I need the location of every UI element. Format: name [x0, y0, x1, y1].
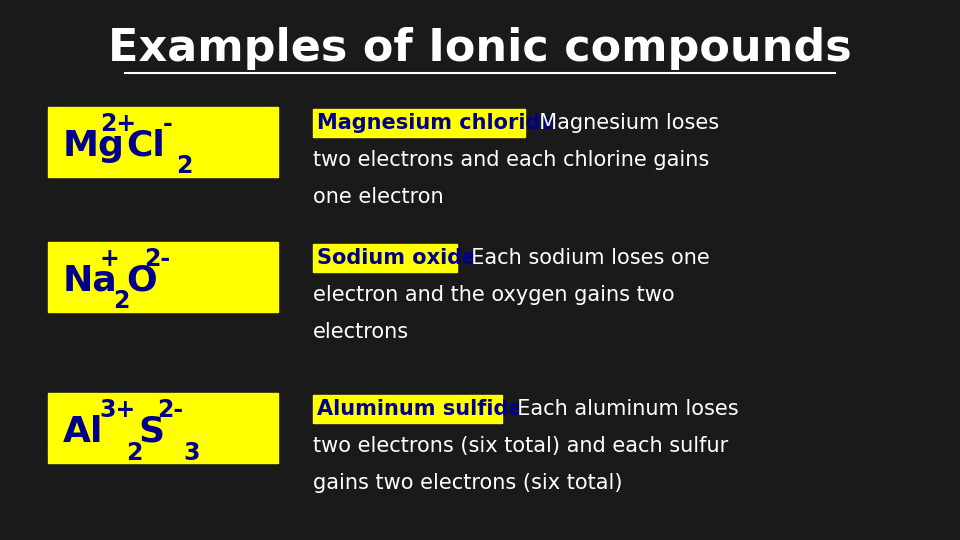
Text: Magnesium loses: Magnesium loses [526, 113, 720, 133]
Text: -: - [163, 112, 173, 136]
Text: Cl: Cl [126, 129, 164, 163]
Text: 2: 2 [126, 441, 142, 464]
Text: Al: Al [62, 415, 103, 449]
Text: one electron: one electron [313, 186, 444, 207]
Text: two electrons (six total) and each sulfur: two electrons (six total) and each sulfu… [313, 436, 729, 456]
Text: 2+: 2+ [100, 112, 136, 136]
Text: Sodium oxide: Sodium oxide [317, 248, 476, 268]
Text: 2-: 2- [144, 247, 171, 271]
Text: 2-: 2- [157, 399, 183, 422]
FancyBboxPatch shape [313, 395, 502, 423]
FancyBboxPatch shape [48, 107, 278, 177]
Text: 2: 2 [177, 154, 193, 178]
Text: Aluminum sulfide: Aluminum sulfide [317, 399, 522, 420]
Text: electrons: electrons [313, 321, 409, 342]
Text: S: S [139, 415, 165, 449]
Text: electron and the oxygen gains two: electron and the oxygen gains two [313, 285, 675, 305]
Text: gains two electrons (six total): gains two electrons (six total) [313, 472, 622, 493]
Text: 3: 3 [183, 441, 200, 464]
Text: 2: 2 [113, 289, 130, 313]
Text: Each aluminum loses: Each aluminum loses [504, 399, 738, 420]
Text: Examples of Ionic compounds: Examples of Ionic compounds [108, 27, 852, 70]
Text: O: O [126, 264, 156, 298]
FancyBboxPatch shape [313, 109, 524, 137]
FancyBboxPatch shape [48, 242, 278, 312]
Text: 3+: 3+ [100, 399, 136, 422]
Text: Each sodium loses one: Each sodium loses one [459, 248, 710, 268]
Text: Mg: Mg [62, 129, 124, 163]
Text: +: + [100, 247, 120, 271]
Text: Na: Na [62, 264, 117, 298]
FancyBboxPatch shape [313, 244, 457, 272]
Text: two electrons and each chlorine gains: two electrons and each chlorine gains [313, 150, 709, 170]
FancyBboxPatch shape [48, 393, 278, 463]
Text: Magnesium chloride: Magnesium chloride [317, 113, 555, 133]
